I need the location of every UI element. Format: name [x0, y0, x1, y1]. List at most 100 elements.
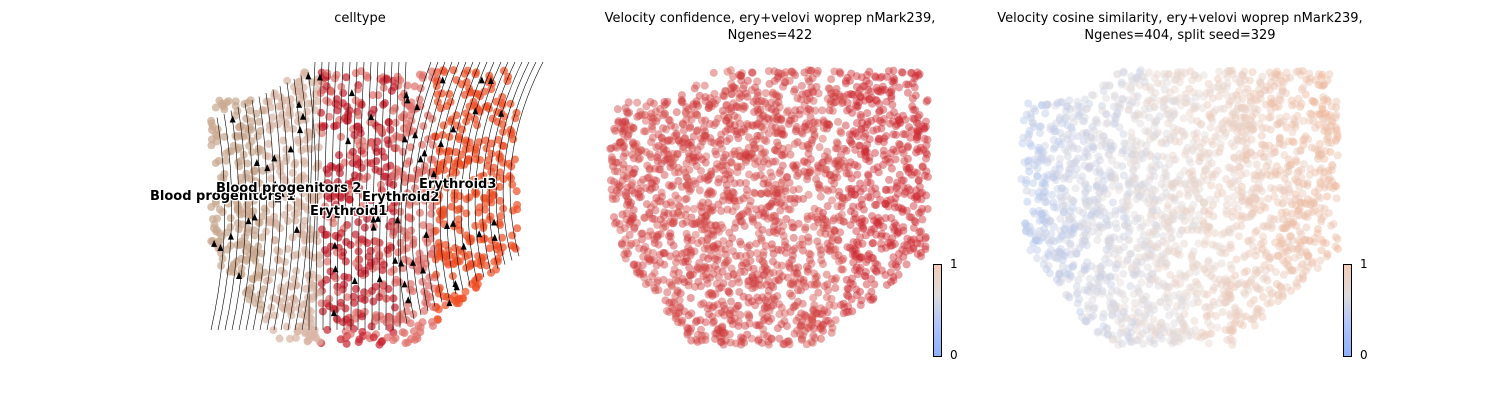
cell-point	[504, 159, 513, 168]
cell-point	[888, 241, 897, 250]
cell-point	[691, 153, 700, 162]
cell-point	[749, 140, 758, 149]
cell-point	[1204, 339, 1213, 348]
cell-point	[1131, 156, 1140, 165]
cell-point	[844, 292, 853, 301]
cell-point	[767, 334, 776, 343]
cell-point	[817, 324, 826, 333]
cell-point	[685, 165, 694, 174]
cell-point	[769, 211, 778, 220]
cell-point	[890, 199, 899, 208]
cell-point	[701, 264, 710, 273]
cell-point	[770, 184, 779, 193]
cell-point	[719, 301, 728, 310]
cell-point	[861, 272, 870, 281]
cell-point	[752, 171, 761, 180]
cell-point	[773, 147, 782, 156]
cell-point	[828, 196, 837, 205]
cell-point	[736, 211, 745, 220]
cell-point	[330, 122, 339, 131]
cell-point	[703, 304, 712, 313]
cell-point	[869, 238, 878, 247]
cell-point	[780, 241, 789, 250]
cell-point	[1203, 290, 1212, 299]
cell-point	[620, 224, 629, 233]
cell-point	[689, 100, 698, 109]
cell-point	[298, 90, 307, 99]
cell-point	[735, 89, 744, 98]
cell-point	[685, 270, 694, 279]
cell-point	[770, 67, 779, 76]
cell-point	[771, 146, 780, 155]
cell-point	[670, 213, 679, 222]
cell-point	[856, 301, 865, 310]
cell-point	[906, 68, 915, 77]
cell-point	[823, 239, 832, 248]
cell-point	[923, 204, 932, 213]
cell-point	[771, 128, 780, 137]
cell-point	[785, 340, 794, 349]
cell-point	[892, 263, 901, 272]
cell-point	[872, 200, 881, 209]
cell-point	[648, 133, 657, 142]
cell-point	[310, 326, 319, 335]
cell-point	[272, 220, 281, 229]
cell-point	[461, 145, 470, 154]
cell-point	[824, 120, 833, 129]
cell-point	[1117, 319, 1126, 328]
streamline	[502, 61, 537, 261]
cell-point	[701, 131, 710, 140]
cell-point	[775, 276, 784, 285]
cell-point	[640, 127, 649, 136]
cell-point	[654, 240, 663, 249]
cell-point	[682, 229, 691, 238]
cluster-label: Blood progenitors 1	[150, 189, 295, 204]
cell-point	[722, 100, 731, 109]
cell-point	[910, 216, 919, 225]
cell-point	[864, 170, 873, 179]
velocity-arrow	[412, 131, 419, 139]
cell-point	[700, 134, 709, 143]
cell-point	[652, 176, 661, 185]
cell-point	[744, 133, 753, 142]
cell-point	[1079, 208, 1088, 217]
cell-point	[831, 157, 840, 166]
cell-point	[291, 216, 300, 225]
cell-point	[686, 327, 695, 336]
cell-point	[785, 259, 794, 268]
cell-point	[236, 210, 245, 219]
cell-point	[864, 193, 873, 202]
cell-point	[673, 150, 682, 159]
cell-point	[914, 176, 923, 185]
cell-point	[909, 235, 918, 244]
title-line-2: Ngenes=404, split seed=329	[1084, 28, 1276, 43]
cell-point	[1072, 282, 1081, 291]
cell-point	[797, 127, 806, 136]
cell-point	[852, 72, 861, 81]
cell-point	[680, 248, 689, 257]
cell-point	[761, 296, 770, 305]
cell-point	[893, 113, 902, 122]
cell-point	[470, 114, 479, 123]
cell-point	[745, 241, 754, 250]
cell-point	[703, 236, 712, 245]
cell-point	[304, 99, 313, 108]
cell-point	[511, 244, 520, 253]
cell-point	[484, 155, 493, 164]
cell-point	[862, 76, 871, 85]
cell-point	[789, 186, 798, 195]
cell-point	[897, 176, 906, 185]
cell-point	[1150, 197, 1159, 206]
cell-point	[635, 193, 644, 202]
cell-point	[806, 166, 815, 175]
cell-point	[794, 263, 803, 272]
cell-point	[779, 222, 788, 231]
cell-point	[674, 136, 683, 145]
cell-point	[720, 92, 729, 101]
cell-point	[870, 216, 879, 225]
cell-point	[889, 276, 898, 285]
cell-point	[307, 283, 316, 292]
cell-point	[275, 247, 284, 256]
cell-point	[289, 124, 298, 133]
cell-point	[732, 339, 741, 348]
